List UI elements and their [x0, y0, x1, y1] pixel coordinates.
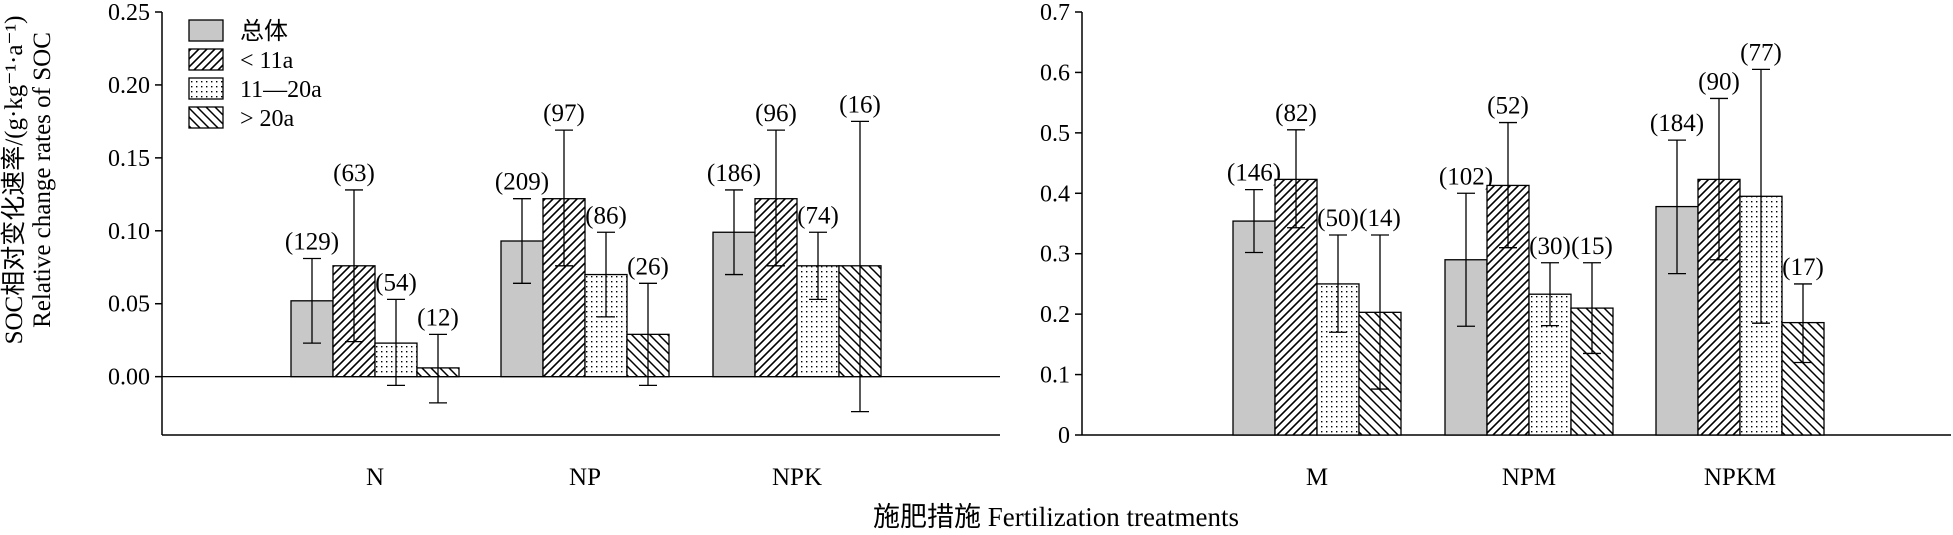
sample-count-label: (209) — [495, 169, 549, 196]
category-label: NPK — [772, 464, 822, 491]
legend-swatch — [188, 19, 224, 42]
y-tick-label: 0.00 — [108, 365, 150, 391]
sample-count-label: (96) — [755, 100, 797, 127]
sample-count-label: (12) — [417, 304, 459, 331]
y-tick-label: 0.4 — [1040, 181, 1070, 207]
y-tick-label: 0.7 — [1040, 0, 1070, 26]
y-tick-label: 0.20 — [108, 73, 150, 99]
legend-label: 总体 — [240, 18, 288, 45]
y-tick-label: 0.10 — [108, 219, 150, 245]
legend: 总体 < 11a 11—20a > 20a — [188, 18, 322, 132]
sample-count-label: (186) — [707, 160, 761, 187]
y-axis-label-line1: SOC相对变化速率/(g·kg⁻¹·a⁻¹) — [0, 16, 28, 345]
sample-count-label: (63) — [333, 160, 375, 187]
legend-swatch — [188, 106, 224, 129]
y-tick-label: 0.15 — [108, 146, 150, 172]
sample-count-label: (97) — [543, 100, 585, 127]
legend-swatch — [188, 48, 224, 71]
sample-count-label: (82) — [1275, 100, 1317, 127]
category-label: NPM — [1502, 464, 1556, 491]
sample-count-label: (146) — [1227, 160, 1281, 187]
y-axis-label-line2: Relative change rates of SOC — [29, 32, 56, 328]
y-tick-label: 0.05 — [108, 292, 150, 318]
sample-count-label: (102) — [1439, 163, 1493, 190]
y-tick-label: 0.2 — [1040, 302, 1070, 328]
right-panel: 0 0.1 0.2 0.3 0.4 0.5 0.6 0.7 M NPM NPKM (146) (102)… — [1040, 0, 1951, 491]
sample-count-label: (50) — [1317, 205, 1359, 232]
sample-count-label: (54) — [375, 269, 417, 296]
legend-label: 11—20a — [240, 77, 322, 103]
sample-count-label: (30) — [1529, 233, 1571, 260]
y-tick-label: 0 — [1058, 423, 1070, 449]
sample-count-label: (26) — [627, 253, 669, 280]
sample-count-label: (14) — [1359, 205, 1401, 232]
sample-count-label: (17) — [1782, 254, 1824, 281]
category-label: NP — [569, 464, 601, 491]
legend-label: < 11a — [240, 48, 294, 74]
bar — [1232, 220, 1276, 436]
sample-count-label: (184) — [1650, 110, 1704, 137]
category-label: NPKM — [1704, 464, 1776, 491]
sample-count-label: (15) — [1571, 233, 1613, 260]
y-tick-label: 0.5 — [1040, 121, 1070, 147]
sample-count-label: (52) — [1487, 93, 1529, 120]
y-tick-label: 0.3 — [1040, 242, 1070, 268]
sample-count-label: (74) — [797, 202, 839, 229]
y-tick-label: 0.25 — [108, 0, 150, 26]
sample-count-label: (77) — [1740, 39, 1782, 66]
y-tick-label: 0.1 — [1040, 363, 1070, 389]
left-panel: 0.00 0.05 0.10 0.15 0.20 0.25 N NP NPK (129) (209)… — [108, 0, 1000, 491]
sample-count-label: (16) — [839, 91, 881, 118]
y-tick-label: 0.6 — [1040, 60, 1070, 86]
category-label: N — [366, 464, 384, 491]
sample-count-label: (90) — [1698, 68, 1740, 95]
category-label: M — [1306, 464, 1328, 491]
x-axis-label: 施肥措施 Fertilization treatments — [873, 502, 1239, 532]
sample-count-label: (86) — [585, 202, 627, 229]
sample-count-label: (129) — [285, 229, 339, 256]
legend-label: > 20a — [240, 106, 295, 132]
legend-swatch — [188, 77, 224, 100]
